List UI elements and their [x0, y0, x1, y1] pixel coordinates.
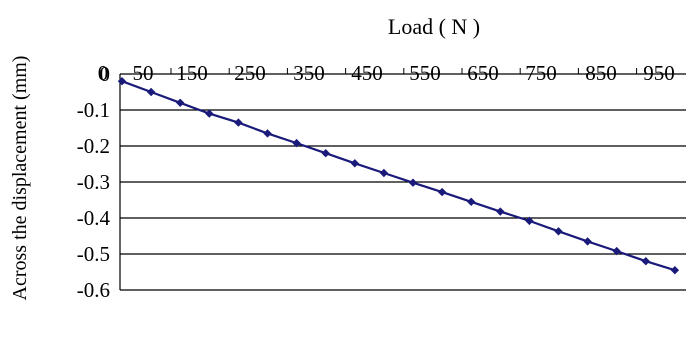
x-tick-labels: 0 50 150 250 350 450 550 650 750 850 950 [98, 61, 675, 85]
data-point [146, 87, 156, 97]
y-tick-label: -0.5 [77, 242, 110, 266]
y-axis-label: Across the displacement (mm) [9, 56, 31, 301]
chart-title: Load ( N ) [388, 14, 480, 39]
y-tick-label: 0 [100, 62, 111, 86]
data-point [670, 266, 680, 275]
x-tick-label: 450 [351, 61, 383, 85]
data-point [467, 197, 476, 206]
x-tick-label: 150 [176, 61, 208, 85]
data-point [437, 187, 447, 197]
axes [119, 68, 686, 290]
x-tick-label: 650 [467, 61, 499, 85]
gridlines [120, 109, 686, 291]
data-point [612, 246, 621, 256]
data-point [408, 178, 418, 187]
data-point [117, 77, 127, 86]
data-point [234, 118, 243, 127]
data-point [292, 138, 301, 148]
x-tick-label: 950 [643, 61, 675, 85]
y-tick-label: -0.3 [77, 170, 110, 194]
x-tick-label: 850 [585, 61, 617, 85]
x-tick-label: 750 [525, 61, 557, 85]
data-point [205, 109, 214, 118]
y-tick-labels: 0 -0.1 -0.2 -0.3 -0.4 -0.5 -0.6 [77, 62, 111, 302]
data-point [321, 149, 330, 158]
x-tick-label: 250 [234, 61, 266, 85]
data-point [525, 216, 534, 226]
y-tick-label: -0.4 [77, 206, 111, 230]
data-point [176, 98, 185, 107]
series-1 [117, 77, 680, 275]
data-point [379, 168, 389, 178]
x-tick-label: 0 [98, 61, 109, 85]
data-point [583, 237, 592, 246]
data-point [350, 159, 359, 168]
y-tick-label: -0.6 [77, 278, 110, 302]
data-point [496, 207, 505, 216]
series-line [121, 80, 676, 272]
y-tick-label: -0.1 [77, 98, 110, 122]
data-point [641, 257, 650, 266]
data-point [263, 129, 272, 138]
x-tick-label: 350 [293, 61, 325, 85]
x-tick-label: 50 [133, 61, 154, 85]
data-point [554, 227, 563, 236]
x-tick-label: 550 [409, 61, 441, 85]
y-tick-label: -0.2 [77, 134, 110, 158]
